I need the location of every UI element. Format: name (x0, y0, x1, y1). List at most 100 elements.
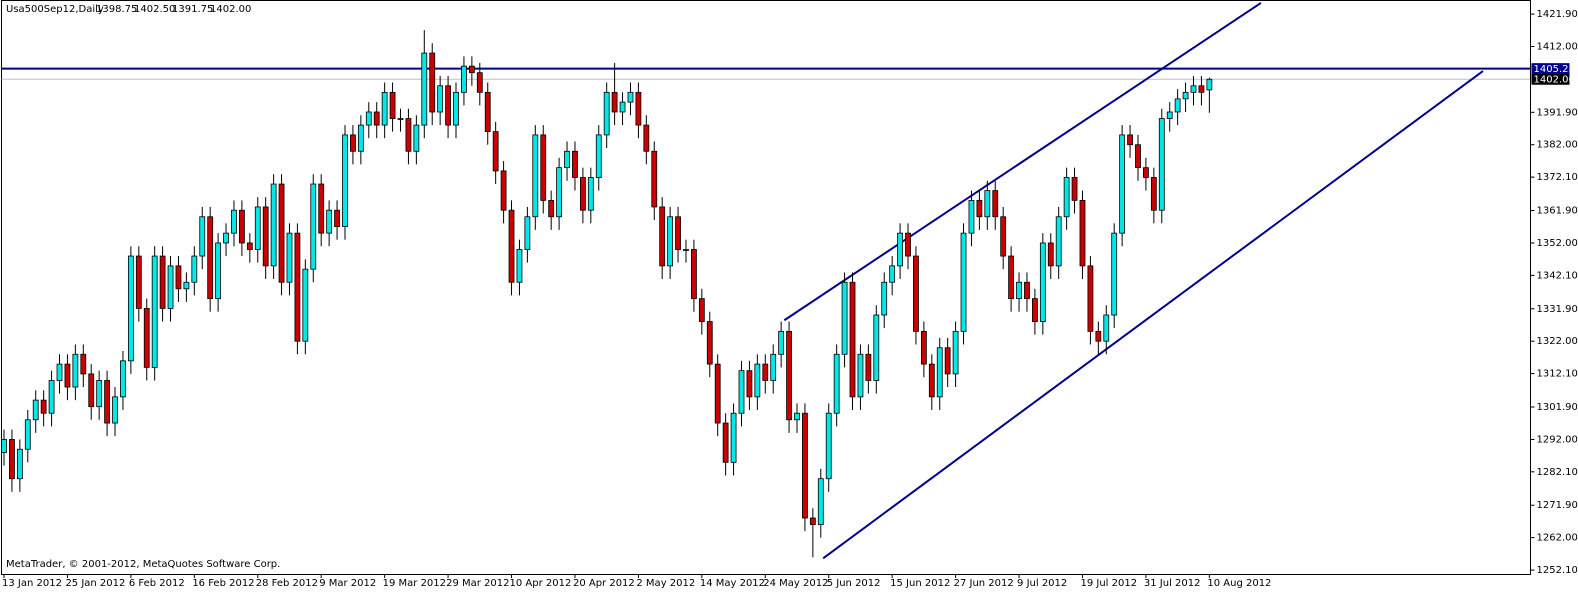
candle-body (897, 232, 903, 267)
candle-body (96, 380, 103, 408)
candle-body (738, 370, 745, 414)
candle (730, 403, 737, 476)
candle-body (120, 360, 126, 398)
candle (1000, 206, 1007, 270)
candle (754, 354, 761, 410)
candle-body (1095, 330, 1102, 342)
candle-body (754, 363, 761, 398)
x-tick-label: 14 May 2012 (700, 578, 765, 589)
candle (920, 321, 927, 378)
candle (1, 429, 7, 466)
candle-body (310, 183, 317, 270)
candle (1063, 167, 1070, 230)
candle (1143, 157, 1149, 191)
candle-body (714, 363, 721, 424)
candle (183, 272, 190, 302)
candle (48, 370, 55, 427)
candle-body (595, 134, 602, 178)
candle (1016, 272, 1022, 312)
candle (865, 344, 872, 394)
candle (683, 239, 689, 263)
candle-body (24, 419, 31, 450)
x-tick-label: 15 Jun 2012 (890, 578, 950, 589)
candle-body (342, 134, 348, 227)
candle-body (238, 209, 245, 244)
candle-body (556, 167, 562, 218)
candle-body (928, 363, 935, 398)
candle (889, 256, 896, 296)
candle (1166, 102, 1173, 132)
candle (16, 439, 23, 492)
candle (453, 82, 459, 139)
candle-body (357, 124, 364, 152)
candle-body (540, 134, 547, 201)
candle (397, 108, 404, 132)
candle-body (643, 124, 650, 152)
candle-body (746, 370, 753, 398)
candle (500, 161, 507, 224)
candle (1174, 89, 1181, 126)
candle (857, 344, 864, 410)
candle-body (1063, 177, 1070, 218)
candle-body (1039, 242, 1046, 322)
candle-body (365, 111, 372, 126)
header-price: 1391.75 (172, 4, 213, 15)
candle-body (778, 330, 785, 355)
candle (619, 92, 626, 126)
candle (262, 197, 269, 279)
candle-body (524, 216, 531, 250)
candle-body (659, 206, 666, 267)
candle-body (1190, 85, 1197, 93)
candle (698, 288, 705, 335)
candle (405, 108, 412, 165)
candle (326, 200, 333, 247)
candle-body (199, 216, 206, 257)
candle (548, 190, 555, 230)
candle (786, 321, 792, 433)
candle (40, 390, 47, 427)
y-tick-label: 1312.10 (1537, 369, 1578, 380)
candle (667, 206, 674, 279)
candle-body (350, 134, 356, 152)
copyright: MetaTrader, © 2001-2012, MetaQuotes Soft… (6, 559, 280, 570)
x-tick-label: 13 Jan 2012 (2, 578, 62, 589)
candle-body (691, 249, 697, 300)
candle-body (72, 353, 79, 388)
candle (976, 190, 983, 230)
candle-body (722, 422, 729, 463)
candle-body (572, 150, 578, 178)
candle-body (905, 232, 911, 257)
candle-body (1135, 144, 1141, 169)
candle (849, 272, 856, 410)
candle-body (500, 170, 507, 211)
x-tick-label: 19 Jul 2012 (1080, 578, 1137, 589)
candle (524, 206, 531, 263)
candle-body (976, 199, 983, 218)
header-price: 1402.00 (210, 4, 251, 15)
candle-body (1032, 298, 1038, 322)
candle-body (389, 91, 396, 119)
candle-body (326, 209, 333, 234)
candle (278, 174, 285, 296)
candle-body (1055, 216, 1062, 267)
x-tick-label: 29 Mar 2012 (446, 578, 509, 589)
x-tick-label: 31 Jul 2012 (1144, 578, 1201, 589)
candle-body (944, 347, 951, 375)
candle (127, 246, 134, 374)
candle (897, 223, 903, 279)
candle-body (1119, 134, 1126, 234)
candle-body (770, 353, 777, 381)
candle-body (603, 91, 610, 136)
candle-body (246, 242, 253, 250)
candle-body (1198, 85, 1205, 93)
y-tick-label: 1331.90 (1537, 304, 1578, 315)
candle (1127, 125, 1133, 158)
candle (445, 75, 451, 139)
candle (80, 344, 87, 388)
candle-body (334, 209, 340, 227)
candle-body (936, 347, 943, 398)
y-tick-label: 1382.00 (1537, 140, 1578, 151)
candle-body (492, 131, 499, 172)
candle (809, 508, 816, 558)
candle-body (429, 52, 436, 113)
